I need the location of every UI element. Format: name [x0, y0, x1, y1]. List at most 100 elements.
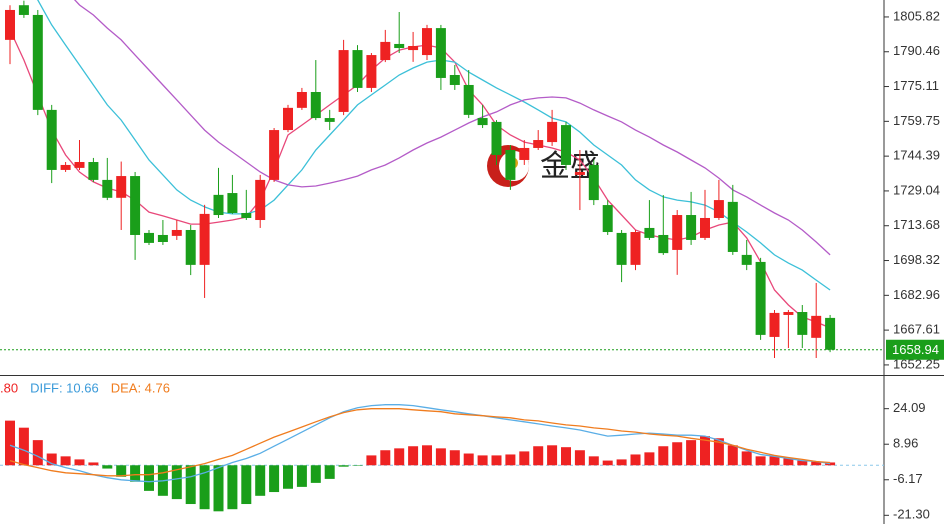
candle-body [213, 194, 224, 216]
candle-body [741, 254, 752, 265]
candle-body [199, 213, 210, 265]
y-tick-label: -6.17 [893, 471, 923, 486]
candle-body [630, 232, 641, 265]
legend-entry: DIFF: 10.66 [30, 380, 99, 395]
histogram-bar [18, 427, 29, 466]
histogram-bar [505, 454, 516, 466]
histogram-bar [644, 452, 655, 466]
histogram-bar [769, 456, 780, 466]
y-tick-label: 8.96 [893, 436, 918, 451]
histogram-bar [463, 453, 474, 466]
candle-body [491, 121, 502, 155]
last-price-box [886, 339, 944, 360]
histogram-bar [116, 465, 127, 477]
candle-body [602, 205, 613, 233]
histogram-bar [783, 458, 794, 466]
candle-body [561, 125, 571, 165]
histogram-bar [380, 450, 391, 466]
candle-body [394, 43, 405, 49]
candle-body [102, 179, 113, 198]
candle-body [366, 55, 377, 88]
candle-body [644, 227, 655, 238]
y-tick-label: 1744.39 [893, 148, 940, 163]
candle-body [283, 107, 293, 131]
ma-line [37, 0, 831, 291]
candle-body [588, 164, 599, 201]
histogram-bar [422, 445, 432, 466]
histogram-bar [144, 465, 154, 491]
candle-body [616, 232, 627, 265]
histogram-bar [255, 465, 266, 496]
candle-body [547, 121, 558, 143]
histogram-bar [46, 453, 57, 466]
candle-body [700, 217, 710, 238]
histogram-bar [574, 450, 585, 466]
histogram-bar [811, 461, 822, 466]
y-tick-label: 24.09 [893, 400, 926, 415]
histogram-bar [5, 420, 15, 466]
candle-body [727, 201, 738, 252]
last-price-label: 1658.94 [892, 342, 939, 357]
ma-line [73, 0, 831, 256]
histogram-bar [602, 460, 613, 466]
candle-body [269, 130, 280, 180]
candle-body [713, 200, 724, 218]
candle-body [380, 41, 391, 61]
histogram-bar [658, 446, 669, 466]
histogram-bar [199, 465, 210, 510]
candle-body [185, 229, 196, 265]
histogram-bar [797, 460, 808, 466]
histogram-bar [727, 445, 738, 466]
candle-body [227, 193, 238, 213]
histogram-bar [310, 465, 321, 483]
ma-line [9, 408, 831, 477]
y-tick-label: 1682.96 [893, 287, 940, 302]
histogram-bar [394, 448, 405, 466]
histogram-bar [227, 465, 238, 510]
candle-body [797, 312, 808, 335]
candle-body [352, 50, 363, 88]
watermark: 金盛 [487, 145, 600, 187]
histogram-bar [352, 465, 363, 466]
candle-body [811, 315, 822, 338]
candle-body [755, 261, 766, 335]
ma-line [9, 404, 831, 483]
histogram-bar [491, 455, 502, 466]
legend-entry: DEA: 4.76 [111, 380, 170, 395]
candle-body [5, 9, 15, 40]
candle-body [116, 176, 127, 198]
y-tick-label: 1759.75 [893, 113, 940, 128]
histogram-bar [713, 438, 724, 466]
histogram-bar [283, 465, 293, 489]
candle-body [574, 171, 585, 175]
histogram-bar [547, 445, 558, 466]
histogram-bar [755, 456, 766, 466]
histogram-bar [672, 442, 683, 466]
macd-plot [0, 404, 884, 512]
candle-body [519, 147, 530, 160]
histogram-bar [241, 465, 252, 505]
histogram-bar [449, 450, 460, 466]
histogram-bar [519, 451, 530, 466]
candle-body [338, 50, 349, 112]
candle-body [672, 215, 683, 250]
y-tick-label: 1729.04 [893, 182, 940, 197]
histogram-bar [435, 448, 446, 466]
candle-body [505, 150, 516, 180]
candle-body [658, 234, 669, 254]
candle-body [74, 162, 85, 168]
y-tick-label: -21.30 [893, 507, 930, 522]
histogram-bar [700, 436, 710, 466]
histogram-bar [630, 454, 641, 466]
candle-body [32, 14, 43, 110]
candle-body [157, 234, 168, 242]
y-tick-label: 1790.46 [893, 43, 940, 58]
candle-body [144, 232, 154, 243]
histogram-bar [561, 447, 571, 466]
histogram-bar [338, 465, 349, 467]
y-tick-label: 1667.61 [893, 322, 940, 337]
candle-body [324, 118, 335, 122]
histogram-bar [533, 446, 544, 466]
legend-entry: .80 [0, 380, 18, 395]
